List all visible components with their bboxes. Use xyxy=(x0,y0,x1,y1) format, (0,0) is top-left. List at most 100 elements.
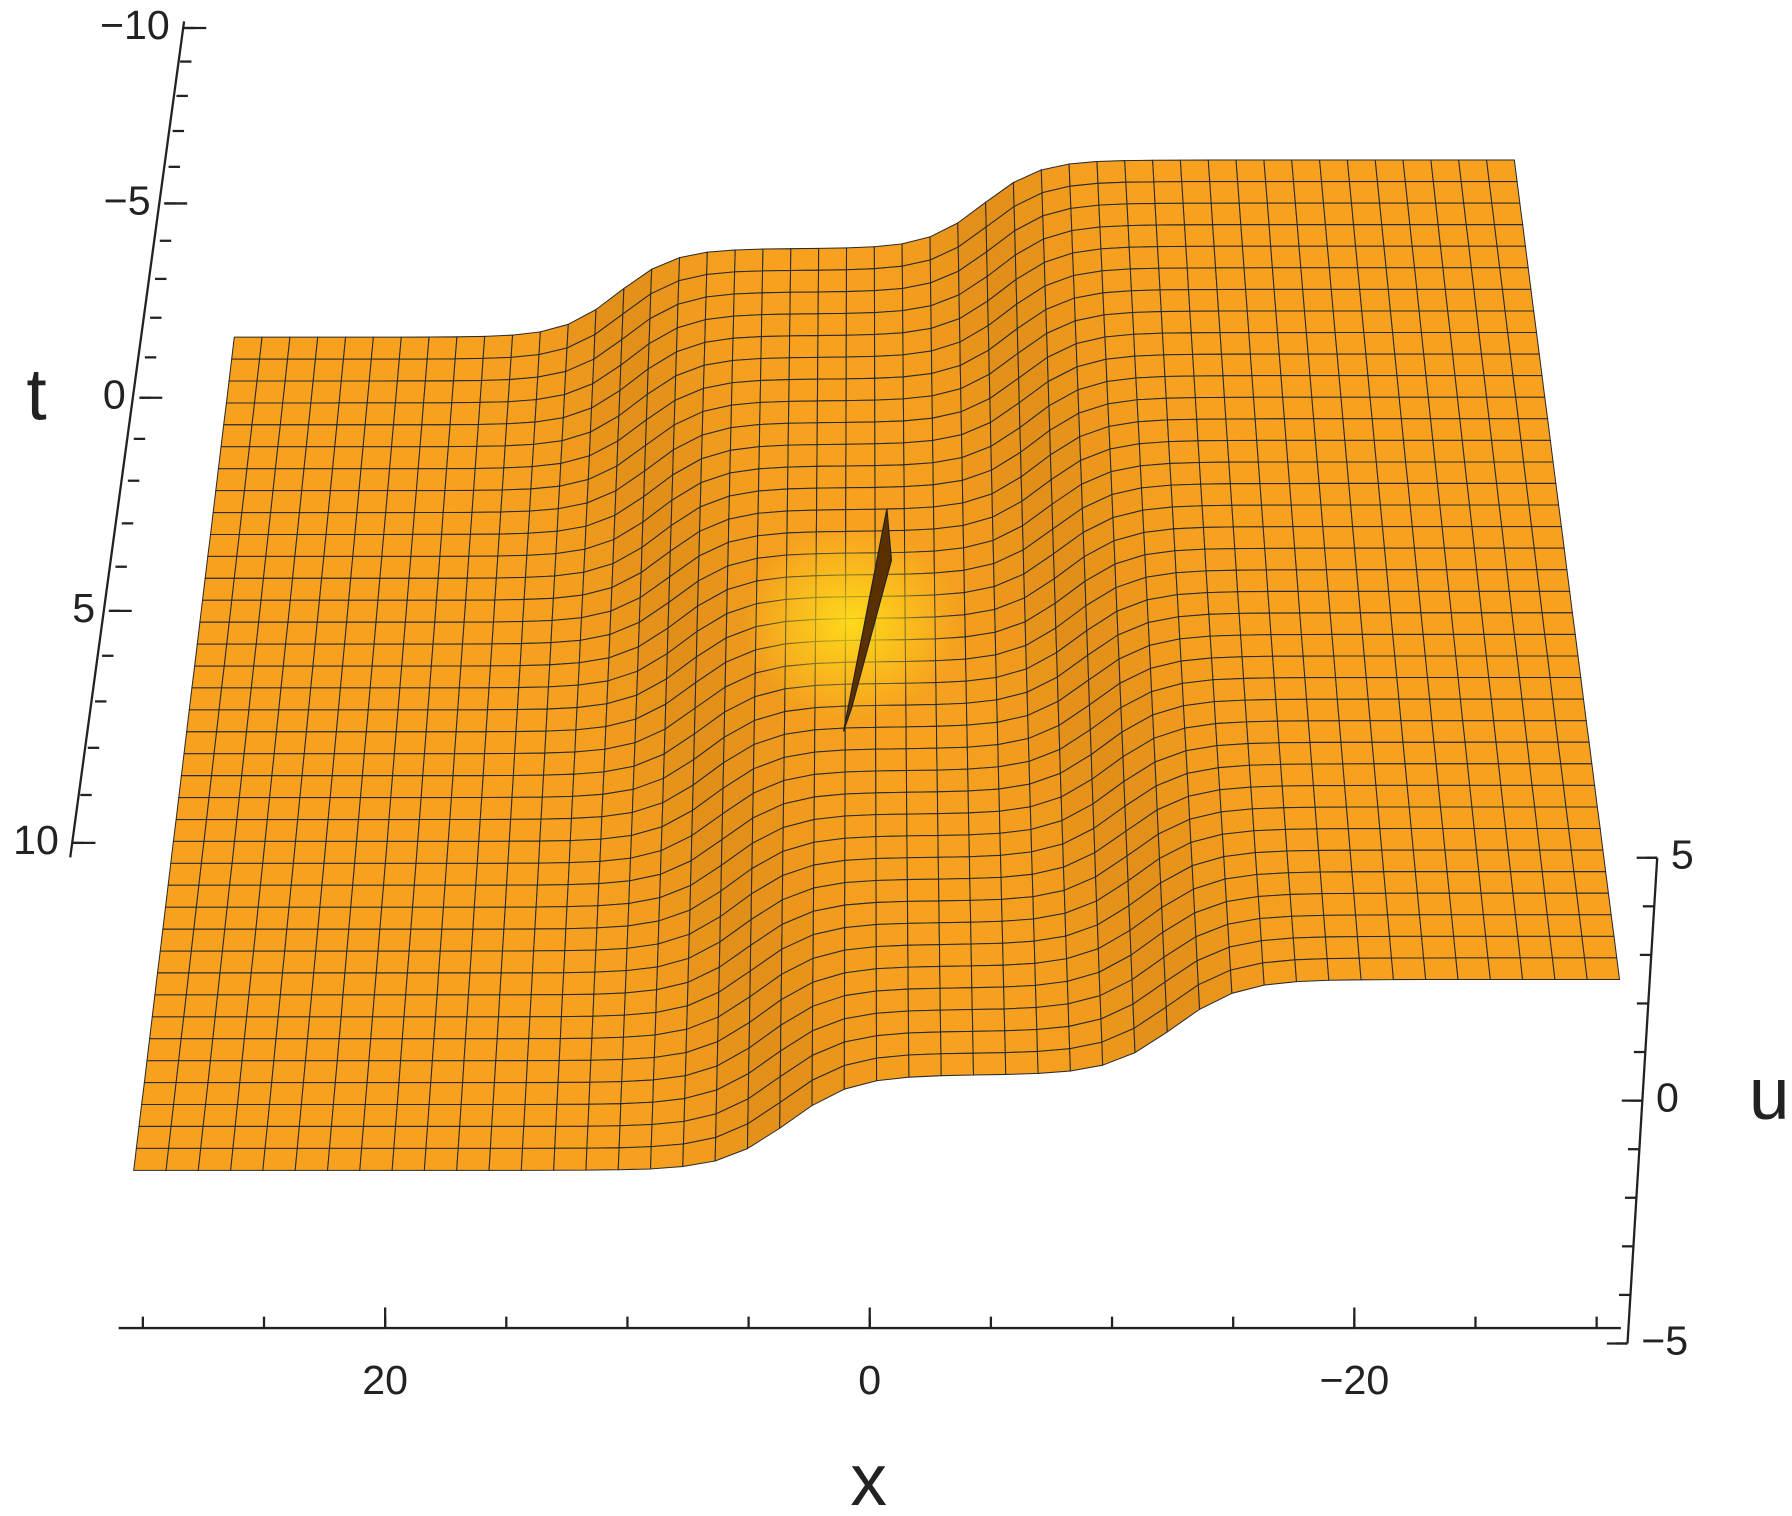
surface-patch xyxy=(1096,160,1127,184)
surface-patch xyxy=(1565,806,1601,830)
surface-patch xyxy=(1352,224,1385,247)
surface-patch xyxy=(967,810,1001,836)
surface-patch xyxy=(303,446,336,470)
surface-patch xyxy=(432,621,465,645)
surface-patch xyxy=(1388,590,1422,614)
surface-patch xyxy=(1319,871,1355,895)
surface-patch xyxy=(1247,742,1282,766)
surface-patch xyxy=(1294,202,1326,226)
surface-patch xyxy=(1435,202,1467,226)
surface-patch xyxy=(302,1060,338,1084)
surface-patch xyxy=(1491,202,1524,226)
surface-patch xyxy=(591,1014,625,1039)
surface-patch xyxy=(1165,397,1198,421)
surface-patch xyxy=(1327,590,1361,614)
surface-patch xyxy=(277,424,310,448)
surface-patch xyxy=(788,378,819,402)
surface-patch xyxy=(1473,827,1509,851)
surface-patch xyxy=(232,1125,268,1149)
surface-patch xyxy=(1104,333,1136,360)
surface-patch xyxy=(401,1016,437,1040)
surface-patch xyxy=(492,1082,527,1106)
surface-patch xyxy=(1456,396,1490,420)
surface-patch xyxy=(1204,548,1237,572)
surface-patch xyxy=(905,703,938,728)
surface-patch xyxy=(488,665,521,689)
surface-patch xyxy=(939,987,973,1011)
surface-patch xyxy=(844,836,877,861)
t-tick-label: 5 xyxy=(72,585,95,631)
surface-patch xyxy=(730,379,762,406)
surface-patch xyxy=(1512,892,1548,916)
surface-patch xyxy=(1583,957,1621,980)
surface-patch xyxy=(393,731,427,755)
surface-patch xyxy=(1307,720,1342,743)
surface-patch xyxy=(387,468,419,492)
surface-patch xyxy=(1159,289,1191,313)
surface-patch xyxy=(1334,331,1367,355)
surface-patch xyxy=(1466,763,1502,786)
surface-patch xyxy=(346,599,379,623)
surface-patch xyxy=(1196,418,1228,442)
surface-patch xyxy=(1358,957,1394,981)
surface-patch xyxy=(1213,699,1248,725)
surface-patch xyxy=(529,994,564,1018)
surface-patch xyxy=(1487,957,1524,980)
u-tick-label: 0 xyxy=(1656,1074,1679,1120)
surface-patch xyxy=(1259,915,1294,942)
surface-patch xyxy=(430,1060,465,1084)
t-axis-label: t xyxy=(26,354,46,435)
surface-patch xyxy=(503,906,537,930)
surface-patch xyxy=(567,860,601,886)
surface-patch xyxy=(1260,504,1294,528)
surface-patch xyxy=(305,424,338,448)
surface-patch xyxy=(939,1009,974,1033)
surface-patch xyxy=(1305,331,1338,355)
surface-patch xyxy=(499,972,534,996)
surface-patch xyxy=(1381,224,1413,247)
surface-patch xyxy=(575,703,608,731)
surface-patch xyxy=(1340,741,1375,765)
surface-patch xyxy=(336,402,368,426)
surface-patch xyxy=(382,862,417,886)
surface-patch xyxy=(220,424,253,448)
surface-patch xyxy=(420,775,454,799)
surface-patch xyxy=(383,511,416,536)
surface-patch xyxy=(1323,914,1358,938)
surface-patch xyxy=(1420,612,1455,635)
surface-patch xyxy=(1228,461,1261,485)
surface-patch xyxy=(907,1009,942,1034)
surface-patch xyxy=(516,686,550,711)
t-axis-line xyxy=(69,21,186,858)
surface-patch xyxy=(1578,914,1615,937)
surface-patch xyxy=(273,731,307,755)
surface-patch xyxy=(360,446,393,470)
surface-patch xyxy=(1126,202,1157,227)
surface-patch xyxy=(272,468,305,492)
surface-patch xyxy=(301,753,335,777)
surface-patch xyxy=(845,312,876,336)
surface-patch xyxy=(905,747,938,772)
surface-patch xyxy=(731,336,762,362)
surface-patch xyxy=(1314,439,1348,463)
surface-patch xyxy=(1386,569,1420,592)
surface-patch xyxy=(1238,202,1270,226)
surface-patch xyxy=(259,862,294,886)
surface-patch xyxy=(565,905,599,930)
surface-patch xyxy=(969,876,1003,901)
surface-patch xyxy=(333,731,367,755)
surface-patch xyxy=(231,336,263,360)
surface-patch xyxy=(357,797,392,821)
surface-patch xyxy=(208,775,243,799)
surface-patch xyxy=(873,287,904,314)
surface-patch xyxy=(1480,353,1514,377)
surface-patch xyxy=(447,818,481,842)
surface-patch xyxy=(233,819,268,842)
surface-patch xyxy=(267,512,301,536)
surface-patch xyxy=(418,796,452,820)
surface-patch xyxy=(1485,935,1521,959)
surface-patch xyxy=(476,423,508,447)
surface-patch xyxy=(618,1123,653,1149)
u-tick-label: −5 xyxy=(1641,1317,1688,1363)
surface-patch xyxy=(1344,439,1377,463)
